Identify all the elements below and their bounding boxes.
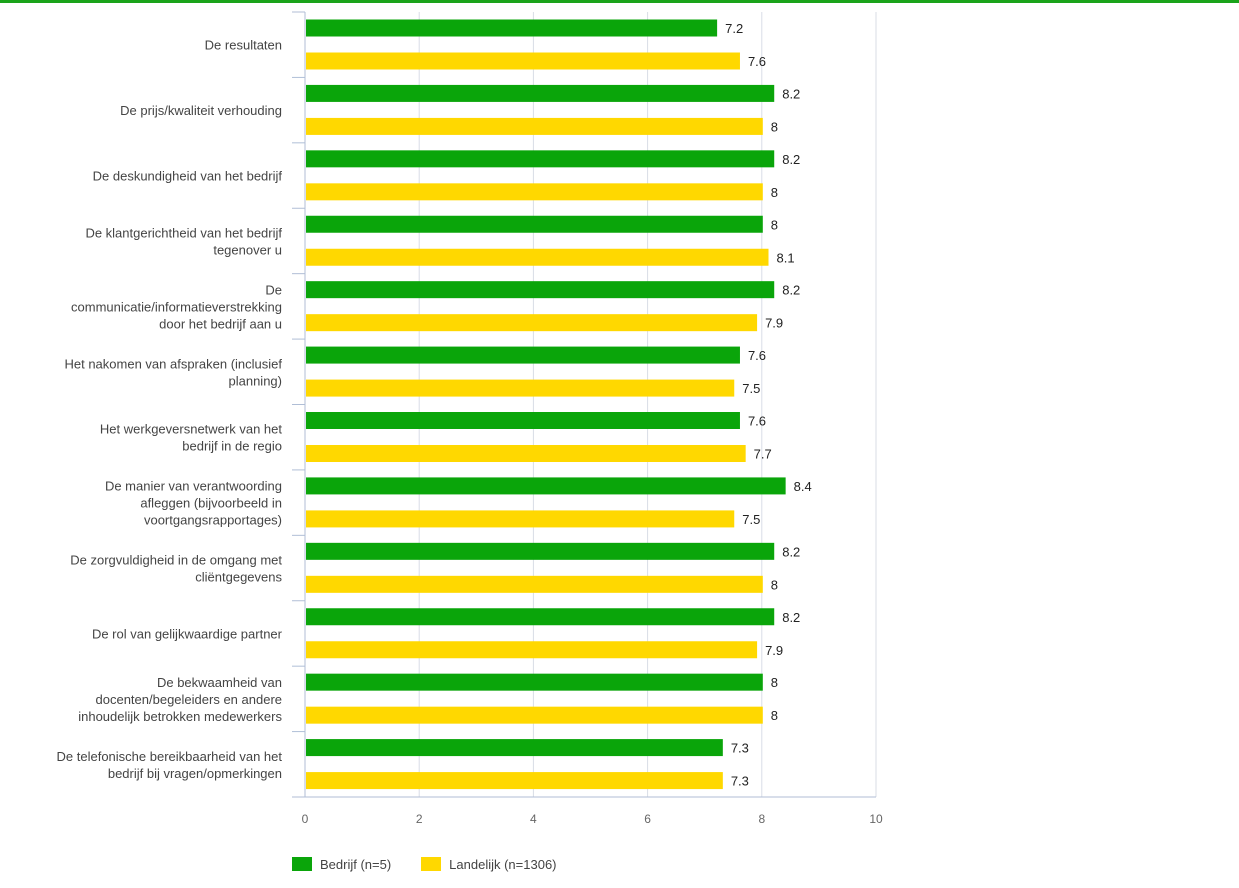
value-label-landelijk-8: 8 (771, 577, 778, 592)
bar-landelijk-4 (306, 314, 758, 332)
category-label-3: De klantgerichtheid van het bedrijf tegen… (85, 225, 282, 257)
value-label-bedrijf-11: 7.3 (731, 741, 749, 756)
value-label-landelijk-11: 7.3 (731, 774, 749, 789)
value-label-bedrijf-4: 8.2 (782, 283, 800, 298)
category-label-0: De resultaten (205, 38, 282, 53)
legend-swatch-landelijk (421, 857, 442, 871)
x-tick-label-0: 0 (302, 812, 309, 826)
x-tick-label-4: 4 (530, 812, 537, 826)
bar-bedrijf-4 (306, 281, 775, 299)
value-label-landelijk-5: 7.5 (742, 381, 760, 396)
category-label-7: De manier van verantwoording afleggen (bi… (105, 479, 282, 528)
category-label-8: De zorgvuldigheid in de omgang met cliënt… (70, 553, 282, 585)
bar-bedrijf-9 (306, 608, 775, 626)
bar-bedrijf-2 (306, 150, 775, 168)
category-label-1: De prijs/kwaliteit verhouding (120, 103, 282, 118)
bar-landelijk-9 (306, 641, 758, 659)
value-label-bedrijf-2: 8.2 (782, 152, 800, 167)
bars (306, 19, 786, 790)
legend-label-landelijk: Landelijk (n=1306) (449, 856, 557, 872)
gridlines (418, 12, 877, 797)
x-tick-label-2: 2 (416, 812, 423, 826)
value-label-landelijk-1: 8 (771, 119, 778, 134)
x-tick-label-8: 8 (758, 812, 765, 826)
category-label-2: De deskundigheid van het bedrijf (93, 169, 283, 184)
bar-landelijk-6 (306, 445, 746, 462)
value-label-bedrijf-8: 8.2 (782, 544, 800, 559)
category-label-4: De communicatie/informatieverstrekking doo… (71, 282, 282, 331)
legend-item-bedrijf: Bedrijf (n=5) (292, 857, 391, 872)
bar-landelijk-11 (306, 772, 723, 790)
bar-bedrijf-8 (306, 542, 775, 560)
bar-landelijk-5 (306, 379, 735, 397)
bar-bedrijf-6 (306, 412, 740, 429)
value-label-bedrijf-3: 8 (771, 217, 778, 232)
legend-label-bedrijf: Bedrijf (n=5) (320, 856, 392, 872)
value-label-landelijk-6: 7.7 (754, 447, 772, 462)
bar-landelijk-8 (306, 575, 763, 593)
bar-landelijk-3 (306, 248, 769, 266)
value-label-landelijk-0: 7.6 (748, 54, 766, 69)
labels: 0 2 4 6 8 10 7.2 7.6 De resultaten 8.2 8 De prijs/k… (57, 21, 883, 826)
bar-bedrijf-3 (306, 215, 763, 233)
value-label-bedrijf-6: 7.6 (748, 414, 766, 429)
bar-landelijk-2 (306, 183, 763, 201)
legend: Bedrijf (n=5) Landelijk (n=1306) (292, 854, 587, 874)
value-label-landelijk-2: 8 (771, 185, 778, 200)
category-label-5: Het nakomen van afspraken (inclusief plan… (64, 356, 282, 388)
value-label-landelijk-7: 7.5 (742, 512, 760, 527)
bar-landelijk-10 (306, 706, 763, 724)
value-label-bedrijf-10: 8 (771, 675, 778, 690)
legend-item-landelijk: Landelijk (n=1306) (421, 856, 557, 872)
value-label-bedrijf-9: 8.2 (782, 610, 800, 625)
category-label-6: Het werkgeversnetwerk van het bedrijf in … (100, 422, 282, 454)
bar-landelijk-1 (306, 117, 763, 135)
top-accent-rule (0, 0, 1239, 3)
bar-landelijk-0 (306, 52, 740, 70)
value-label-bedrijf-5: 7.6 (748, 348, 766, 363)
value-label-landelijk-10: 8 (771, 708, 778, 723)
value-label-bedrijf-0: 7.2 (725, 21, 743, 36)
bar-landelijk-7 (306, 510, 735, 528)
category-label-10: De bekwaamheid van docenten/begeleiders e… (78, 675, 282, 724)
value-label-bedrijf-1: 8.2 (782, 86, 800, 101)
legend-swatch-bedrijf (292, 857, 312, 871)
category-label-9: De rol van gelijkwaardige partner (92, 626, 283, 641)
bar-chart: 0 2 4 6 8 10 7.2 7.6 De resultaten 8.2 8 De prijs/k… (57, 11, 883, 826)
axes (292, 11, 876, 798)
bar-bedrijf-11 (306, 739, 723, 757)
value-label-landelijk-9: 7.9 (765, 643, 783, 658)
bar-bedrijf-1 (306, 84, 775, 102)
x-tick-label-6: 6 (644, 812, 651, 826)
bar-bedrijf-10 (306, 673, 763, 691)
x-tick-label-10: 10 (869, 812, 883, 826)
bar-bedrijf-5 (306, 346, 740, 364)
bar-bedrijf-0 (306, 19, 718, 37)
value-label-landelijk-4: 7.9 (765, 316, 783, 331)
value-label-bedrijf-7: 8.4 (794, 479, 812, 494)
bar-bedrijf-7 (306, 477, 786, 495)
category-label-11: De telefonische bereikbaarheid van het be… (57, 749, 283, 781)
value-label-landelijk-3: 8.1 (777, 250, 795, 265)
